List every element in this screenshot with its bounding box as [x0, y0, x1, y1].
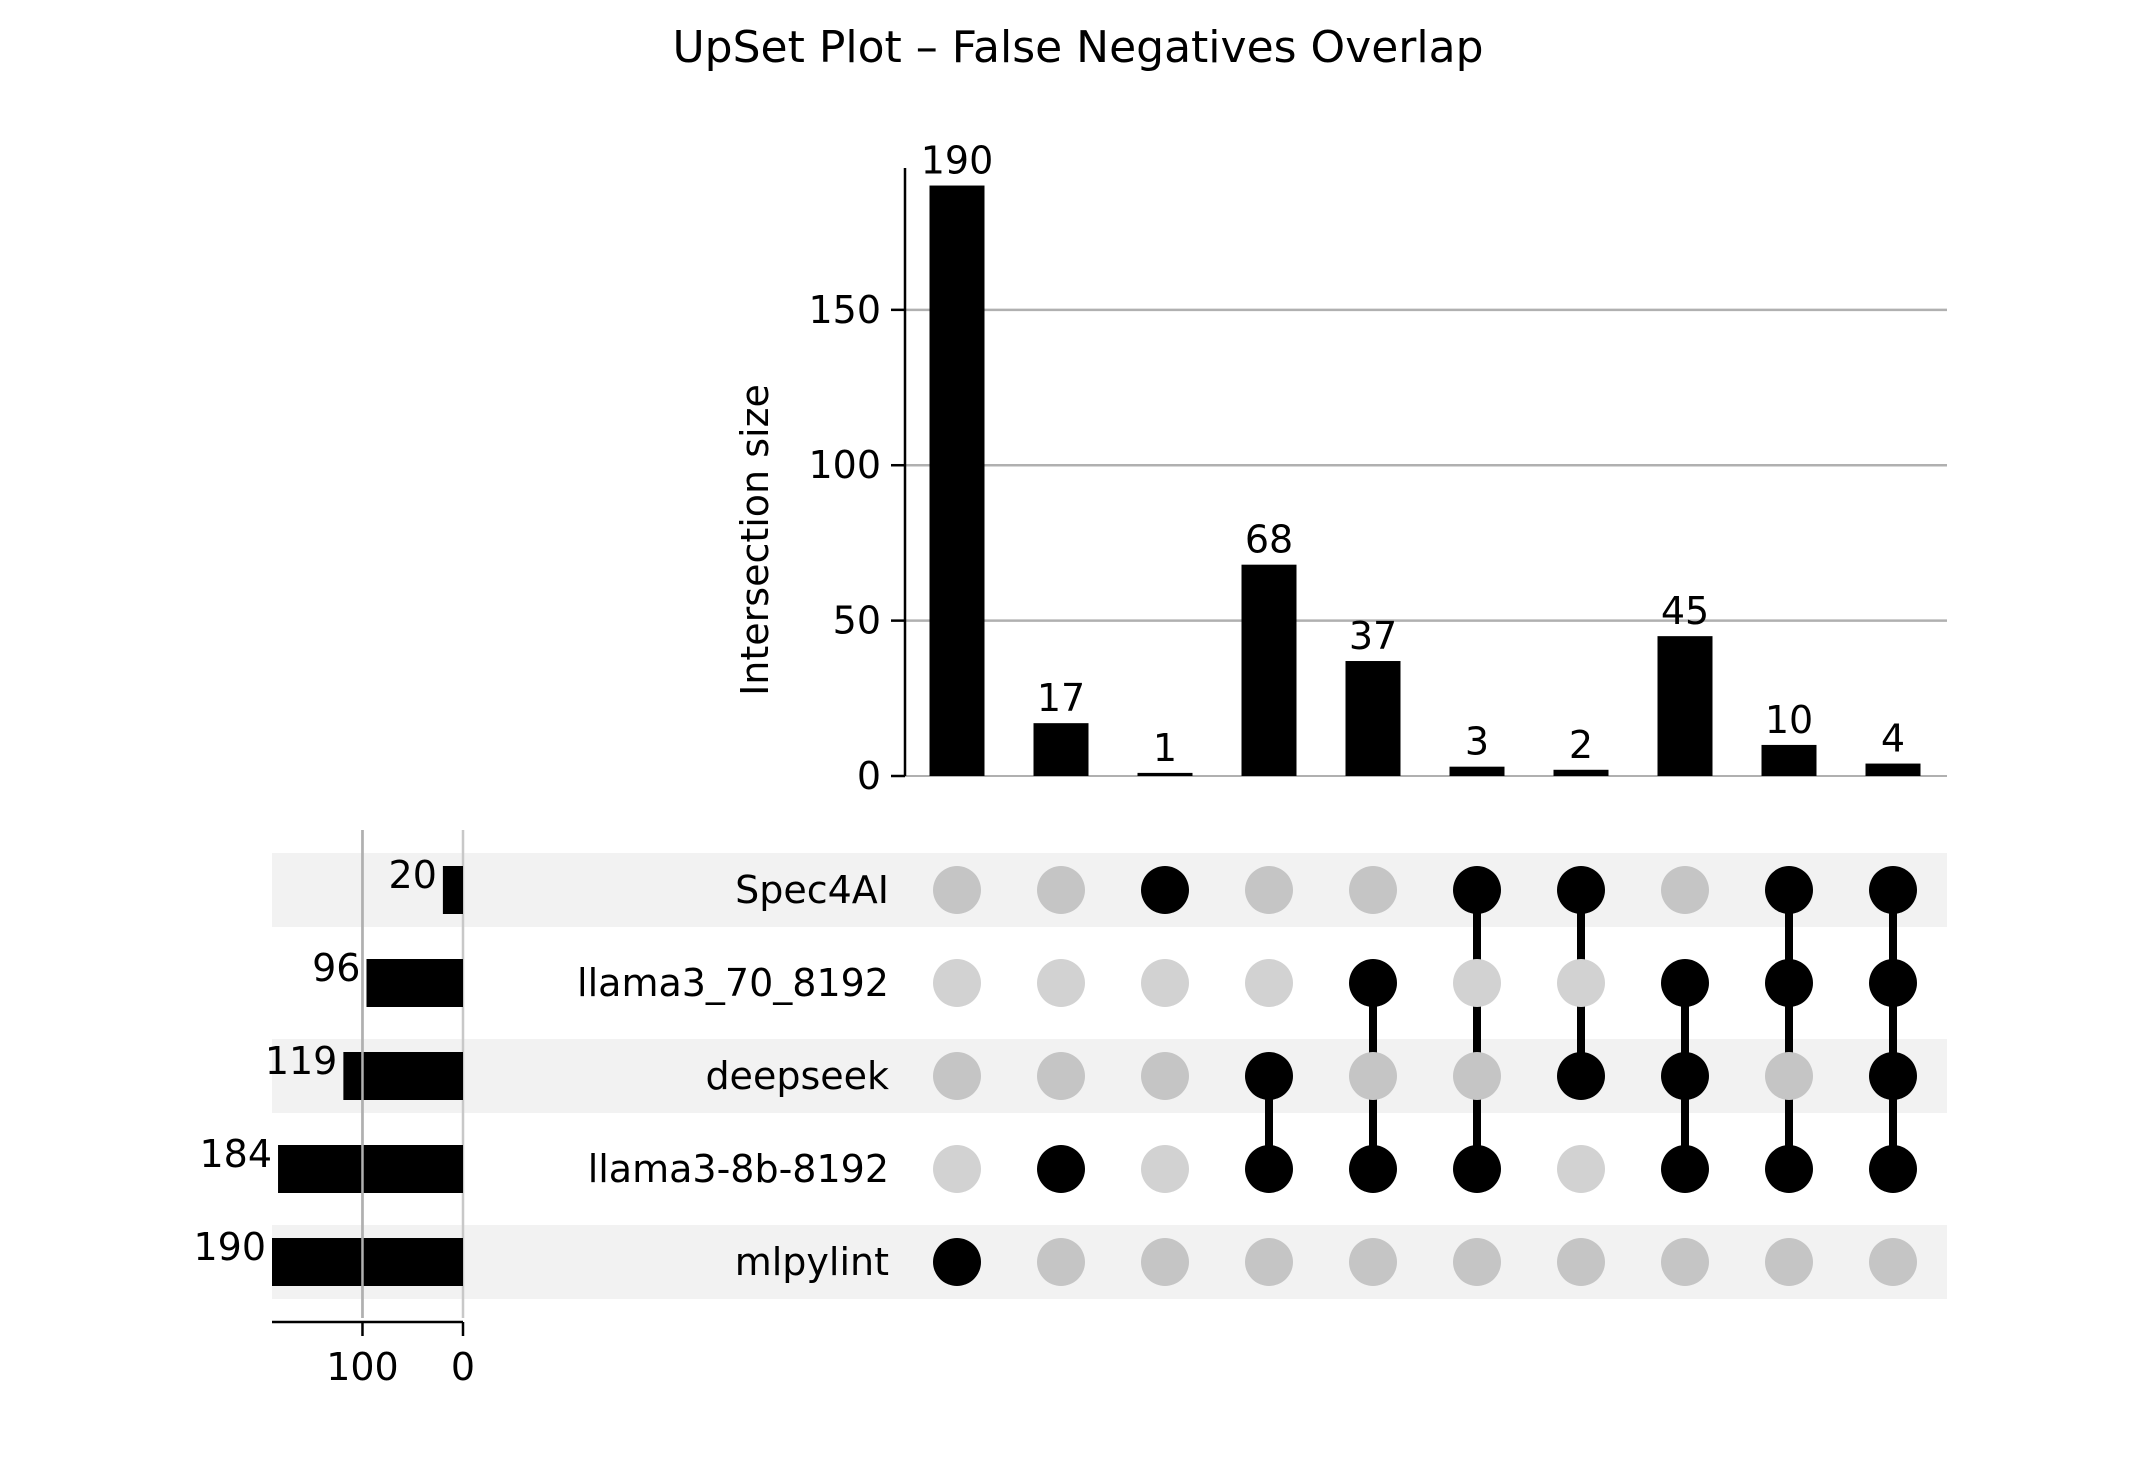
set-name-label: deepseek: [705, 1054, 889, 1098]
matrix-dot-active: [1869, 959, 1917, 1007]
matrix-dot-inactive: [1349, 1238, 1397, 1286]
matrix-dot-active: [933, 1238, 981, 1286]
matrix-dot-active: [1661, 959, 1709, 1007]
matrix-dot-active: [1869, 1145, 1917, 1193]
intersection-bar: [1033, 723, 1089, 776]
bar-data-label: 4: [1881, 717, 1905, 761]
set-name-label: llama3-8b-8192: [588, 1147, 889, 1191]
intersection-bar: [929, 185, 985, 777]
matrix-dot-active: [1453, 1145, 1501, 1193]
matrix-dot-inactive: [1245, 959, 1293, 1007]
matrix-dot-inactive: [1453, 959, 1501, 1007]
set-size-tick-label: 0: [451, 1345, 475, 1389]
set-size-bar: [366, 959, 463, 1007]
matrix-dot-inactive: [1141, 1052, 1189, 1100]
matrix-dot-inactive: [933, 1052, 981, 1100]
matrix-dot-inactive: [1557, 1145, 1605, 1193]
intersection-bar: [1345, 661, 1401, 776]
matrix-dot-inactive: [1765, 1052, 1813, 1100]
intersection-bar: [1553, 769, 1609, 776]
set-size-tick-label: 100: [326, 1345, 399, 1389]
matrix-dot-inactive: [933, 866, 981, 914]
intersection-bar: [1137, 772, 1193, 776]
matrix-dot-active: [1557, 866, 1605, 914]
matrix-dot-inactive: [1661, 866, 1709, 914]
matrix-dot-active: [1349, 959, 1397, 1007]
bar-data-label: 68: [1245, 518, 1293, 562]
set-size-bar: [272, 1238, 463, 1286]
y-axis: 0 50 100 150: [808, 168, 907, 798]
matrix-dot-active: [1765, 866, 1813, 914]
bar-data-label: 37: [1349, 614, 1397, 658]
bar-data-label: 3: [1465, 720, 1489, 764]
matrix-dot-inactive: [1037, 1052, 1085, 1100]
y-tick-label: 0: [857, 754, 881, 798]
bar-data-label: 45: [1661, 589, 1709, 633]
set-size-label: 20: [389, 853, 437, 897]
set-size-label: 184: [200, 1132, 273, 1176]
set-name-label: Spec4AI: [735, 868, 889, 912]
y-tick-label: 150: [808, 288, 881, 332]
matrix-dot-active: [1765, 959, 1813, 1007]
matrix-dot-inactive: [1453, 1052, 1501, 1100]
matrix-dot-inactive: [1557, 1238, 1605, 1286]
y-tick-label: 100: [808, 443, 881, 487]
matrix-dot-inactive: [1037, 1238, 1085, 1286]
matrix-dot-active: [1661, 1052, 1709, 1100]
matrix-dot-active: [1453, 866, 1501, 914]
y-tick-label: 50: [833, 599, 881, 643]
intersection-bar: [1449, 766, 1505, 776]
set-size-bar: [442, 866, 463, 914]
y-axis-label: Intersection size: [733, 384, 777, 696]
matrix-dot-inactive: [933, 1145, 981, 1193]
matrix-dot-inactive: [1349, 866, 1397, 914]
set-size-label: 119: [265, 1039, 338, 1083]
set-size-bar: [278, 1145, 463, 1193]
matrix-dot-inactive: [1037, 866, 1085, 914]
intersection-bars: 190 17 1 68 37 3 2 45 10 4: [921, 139, 1921, 777]
matrix-dot-inactive: [1141, 1145, 1189, 1193]
matrix-dot-inactive: [1453, 1238, 1501, 1286]
matrix-dot-inactive: [933, 959, 981, 1007]
set-size-label: 190: [193, 1225, 266, 1269]
matrix-dot-active: [1869, 866, 1917, 914]
matrix-dot-inactive: [1349, 1052, 1397, 1100]
bar-data-label: 17: [1037, 676, 1085, 720]
intersection-bar: [1761, 744, 1817, 776]
matrix-dot-active: [1557, 1052, 1605, 1100]
matrix-dot-inactive: [1245, 1238, 1293, 1286]
matrix-dot-inactive: [1661, 1238, 1709, 1286]
matrix-dot-active: [1869, 1052, 1917, 1100]
matrix-dot-inactive: [1245, 866, 1293, 914]
bar-data-label: 1: [1153, 726, 1177, 770]
matrix-dot-inactive: [1141, 959, 1189, 1007]
matrix-dot-active: [1661, 1145, 1709, 1193]
bar-data-label: 10: [1765, 698, 1813, 742]
matrix-dot-active: [1245, 1145, 1293, 1193]
matrix-dot-inactive: [1141, 1238, 1189, 1286]
matrix-dot-inactive: [1869, 1238, 1917, 1286]
matrix-dot-active: [1245, 1052, 1293, 1100]
matrix-dot-inactive: [1557, 959, 1605, 1007]
bar-data-label: 2: [1569, 723, 1593, 767]
set-name-label: mlpylint: [735, 1240, 889, 1284]
membership-matrix: [933, 866, 1917, 1286]
matrix-dot-inactive: [1037, 959, 1085, 1007]
chart-title: UpSet Plot – False Negatives Overlap: [672, 22, 1483, 73]
matrix-dot-active: [1037, 1145, 1085, 1193]
intersection-bar: [1865, 763, 1921, 776]
intersection-bar: [1241, 564, 1297, 776]
intersection-bar: [1657, 636, 1713, 776]
set-size-bars: 20 96 119 184 190 100 0: [193, 830, 475, 1389]
matrix-dot-active: [1765, 1145, 1813, 1193]
set-labels: Spec4AI llama3_70_8192 deepseek llama3-8b-8…: [577, 868, 889, 1284]
matrix-dot-inactive: [1765, 1238, 1813, 1286]
bar-data-label: 190: [921, 139, 994, 183]
matrix-dot-active: [1141, 866, 1189, 914]
matrix-dot-active: [1349, 1145, 1397, 1193]
set-size-label: 96: [312, 946, 360, 990]
set-name-label: llama3_70_8192: [577, 961, 889, 1005]
